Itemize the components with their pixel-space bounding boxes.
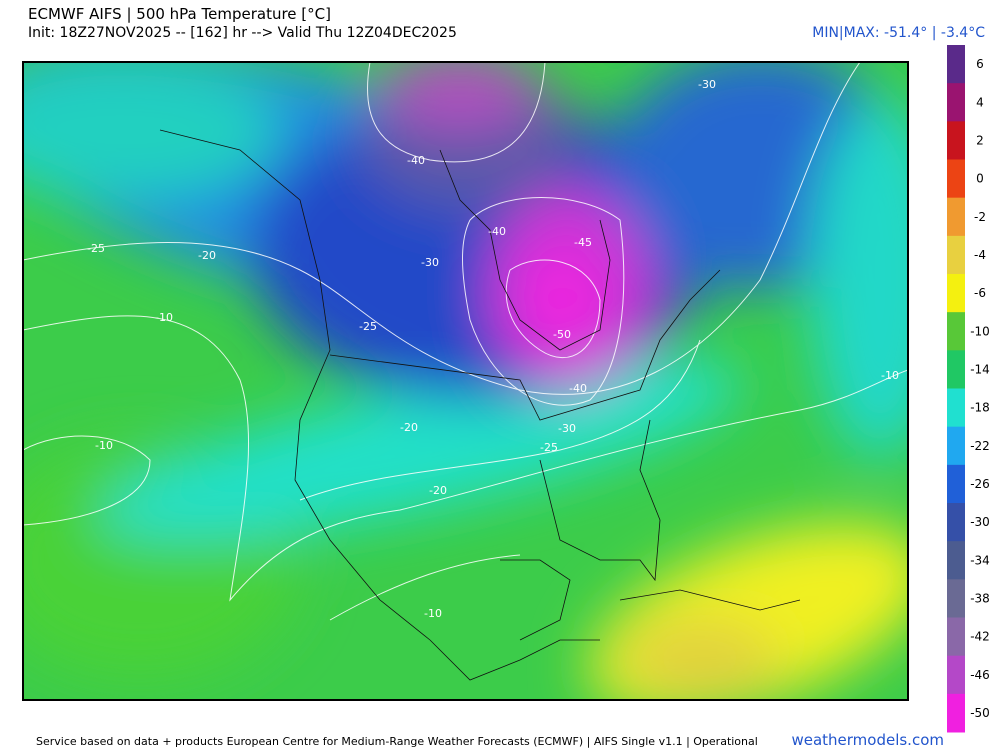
- colorbar-swatch: [947, 655, 965, 695]
- credit: Service based on data + products Europea…: [36, 735, 758, 748]
- contour-label: -25: [540, 441, 558, 454]
- contour-label: -40: [569, 382, 587, 395]
- contour-label: -10: [424, 607, 442, 620]
- subtitle: Init: 18Z27NOV2025 -- [162] hr --> Valid…: [28, 25, 457, 41]
- colorbar-label: 0: [976, 172, 984, 186]
- contour-label: -50: [553, 328, 571, 341]
- min-max: MIN|MAX: -51.4° | -3.4°C: [812, 25, 985, 41]
- contour-label: -30: [421, 256, 439, 269]
- brand[interactable]: weathermodels.com: [791, 731, 944, 749]
- colorbar-swatch: [947, 159, 965, 199]
- map: -40 -30 -40 -45 -25 -20 -30 -10 -25 -50 -40 -10 -20 -…: [23, 62, 908, 700]
- title: ECMWF AIFS | 500 hPa Temperature [°C]: [28, 5, 331, 23]
- colorbar-swatch: [947, 83, 965, 122]
- colorbar-label: -6: [974, 286, 986, 300]
- colorbar-swatch: [947, 388, 965, 428]
- contour-label: -20: [198, 249, 216, 262]
- contour-label: -40: [407, 154, 425, 167]
- contour-label: -40: [488, 225, 506, 238]
- colorbar-swatch: [947, 197, 965, 237]
- colorbar-swatch: [947, 312, 965, 351]
- contour-label: -10: [155, 311, 173, 324]
- colorbar-label: 2: [976, 133, 984, 147]
- colorbar-label: -26: [970, 477, 990, 491]
- colorbar-label: -14: [970, 362, 990, 376]
- colorbar-swatch: [947, 503, 965, 542]
- colorbar-swatch: [947, 579, 965, 618]
- colorbar: 6 4 2 0 -2 -4 -6 -10 -14 -18 -22 -26 -30 -34 -38 -42 -46…: [947, 45, 990, 733]
- colorbar-label: -46: [970, 668, 990, 682]
- colorbar-swatch: [947, 235, 965, 275]
- contour-label: -45: [574, 236, 592, 249]
- colorbar-label: -10: [970, 324, 990, 338]
- colorbar-label: -30: [970, 515, 990, 529]
- colorbar-label: 4: [976, 95, 984, 109]
- colorbar-swatch: [947, 350, 965, 389]
- colorbar-label: -50: [970, 706, 990, 720]
- colorbar-swatch: [947, 541, 965, 580]
- contour-label: -25: [359, 320, 377, 333]
- contour-label: -20: [400, 421, 418, 434]
- contour-label: -30: [698, 78, 716, 91]
- colorbar-label: -22: [970, 439, 990, 453]
- colorbar-label: -18: [970, 401, 990, 415]
- colorbar-label: -38: [970, 591, 990, 605]
- contour-label: -25: [87, 242, 105, 255]
- colorbar-label: -4: [974, 248, 986, 262]
- colorbar-label: -34: [970, 553, 990, 567]
- contour-label: -30: [558, 422, 576, 435]
- contour-label: -10: [95, 439, 113, 452]
- colorbar-swatch: [947, 45, 965, 84]
- colorbar-label: -2: [974, 210, 986, 224]
- colorbar-swatch: [947, 617, 965, 657]
- colorbar-label: -42: [970, 630, 990, 644]
- map-frame: [22, 61, 909, 701]
- colorbar-swatch: [947, 693, 965, 733]
- colorbar-swatch: [947, 426, 965, 466]
- colorbar-swatch: [947, 121, 965, 160]
- contour-label: -10: [881, 369, 899, 382]
- colorbar-swatch: [947, 274, 965, 313]
- colorbar-label: 6: [976, 57, 984, 71]
- colorbar-swatch: [947, 464, 965, 504]
- contour-label: -20: [429, 484, 447, 497]
